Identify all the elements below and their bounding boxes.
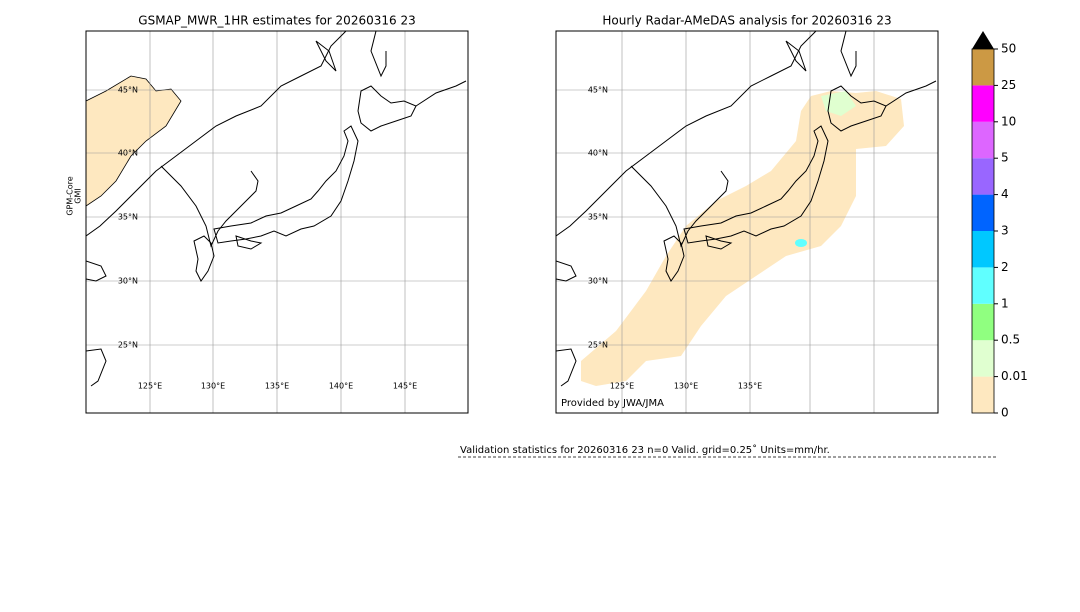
panel-title: Hourly Radar-AMeDAS analysis for 2026031… — [602, 14, 891, 28]
lat-label: 35°N — [118, 213, 138, 222]
map-panel: GSMAP_MWR_1HR estimates for 20260316 23 4… — [66, 14, 469, 414]
lat-label: 45°N — [588, 86, 608, 95]
panel-frame — [555, 30, 939, 414]
panels: GSMAP_MWR_1HR estimates for 20260316 23 4… — [66, 14, 939, 414]
lat-label: 30°N — [588, 277, 608, 286]
lon-label: 125°E — [138, 382, 162, 391]
map-panel: Hourly Radar-AMeDAS analysis for 2026031… — [555, 14, 939, 414]
lat-label: 25°N — [118, 341, 138, 350]
colorbar-segment — [972, 303, 994, 341]
lon-label: 125°E — [610, 382, 634, 391]
colorbar-label: 0 — [1001, 406, 1009, 420]
lon-label: 140°E — [329, 382, 353, 391]
colorbar-label: 3 — [1001, 224, 1009, 238]
colorbar-label: 0.01 — [1001, 369, 1028, 383]
colorbar: 0 0.01 0.5 1 2 3 4 5 10 25 50 — [971, 31, 1028, 420]
lat-label: 30°N — [118, 277, 138, 286]
colorbar-segment — [972, 194, 994, 231]
lon-label: 135°E — [265, 382, 289, 391]
lat-label: 40°N — [118, 149, 138, 158]
lon-label: 145°E — [393, 382, 417, 391]
colorbar-label: 4 — [1001, 187, 1009, 201]
map-area — [556, 31, 938, 413]
colorbar-segment — [972, 231, 994, 268]
colorbar-label: 0.5 — [1001, 333, 1020, 347]
colorbar-label: 50 — [1001, 42, 1016, 56]
colorbar-extend — [972, 31, 994, 49]
colorbar-label: 25 — [1001, 78, 1016, 92]
lon-label: 130°E — [201, 382, 225, 391]
colorbar-segment — [972, 121, 994, 159]
colorbar-label: 1 — [1001, 296, 1009, 310]
lat-label: 35°N — [588, 213, 608, 222]
precip-area — [581, 91, 904, 386]
lat-label: 40°N — [588, 149, 608, 158]
colorbar-label: 10 — [1001, 114, 1016, 128]
side-label: GMI — [74, 188, 83, 203]
colorbar-segment — [972, 85, 994, 122]
credit: Provided by JWA/JMA — [561, 398, 664, 409]
colorbar-label: 5 — [1001, 151, 1009, 165]
colorbar-segment — [972, 340, 994, 377]
lat-label: 45°N — [118, 86, 138, 95]
panel-title: GSMAP_MWR_1HR estimates for 20260316 23 — [138, 14, 415, 28]
colorbar-segment — [972, 49, 994, 86]
colorbar-segment — [972, 158, 994, 195]
lat-label: 25°N — [588, 341, 608, 350]
lon-label: 130°E — [674, 382, 698, 391]
colorbar-segment — [972, 267, 994, 304]
colorbar-label: 2 — [1001, 260, 1009, 274]
panel-frame — [85, 30, 469, 414]
map-area — [86, 31, 468, 413]
side-label: GPM-Core — [66, 176, 75, 215]
precip-area — [86, 75, 182, 207]
colorbar-segment — [972, 376, 994, 413]
validation-text: Validation statistics for 20260316 23 n=… — [460, 444, 830, 456]
lon-label: 135°E — [738, 382, 762, 391]
precip-moderate — [795, 239, 807, 247]
